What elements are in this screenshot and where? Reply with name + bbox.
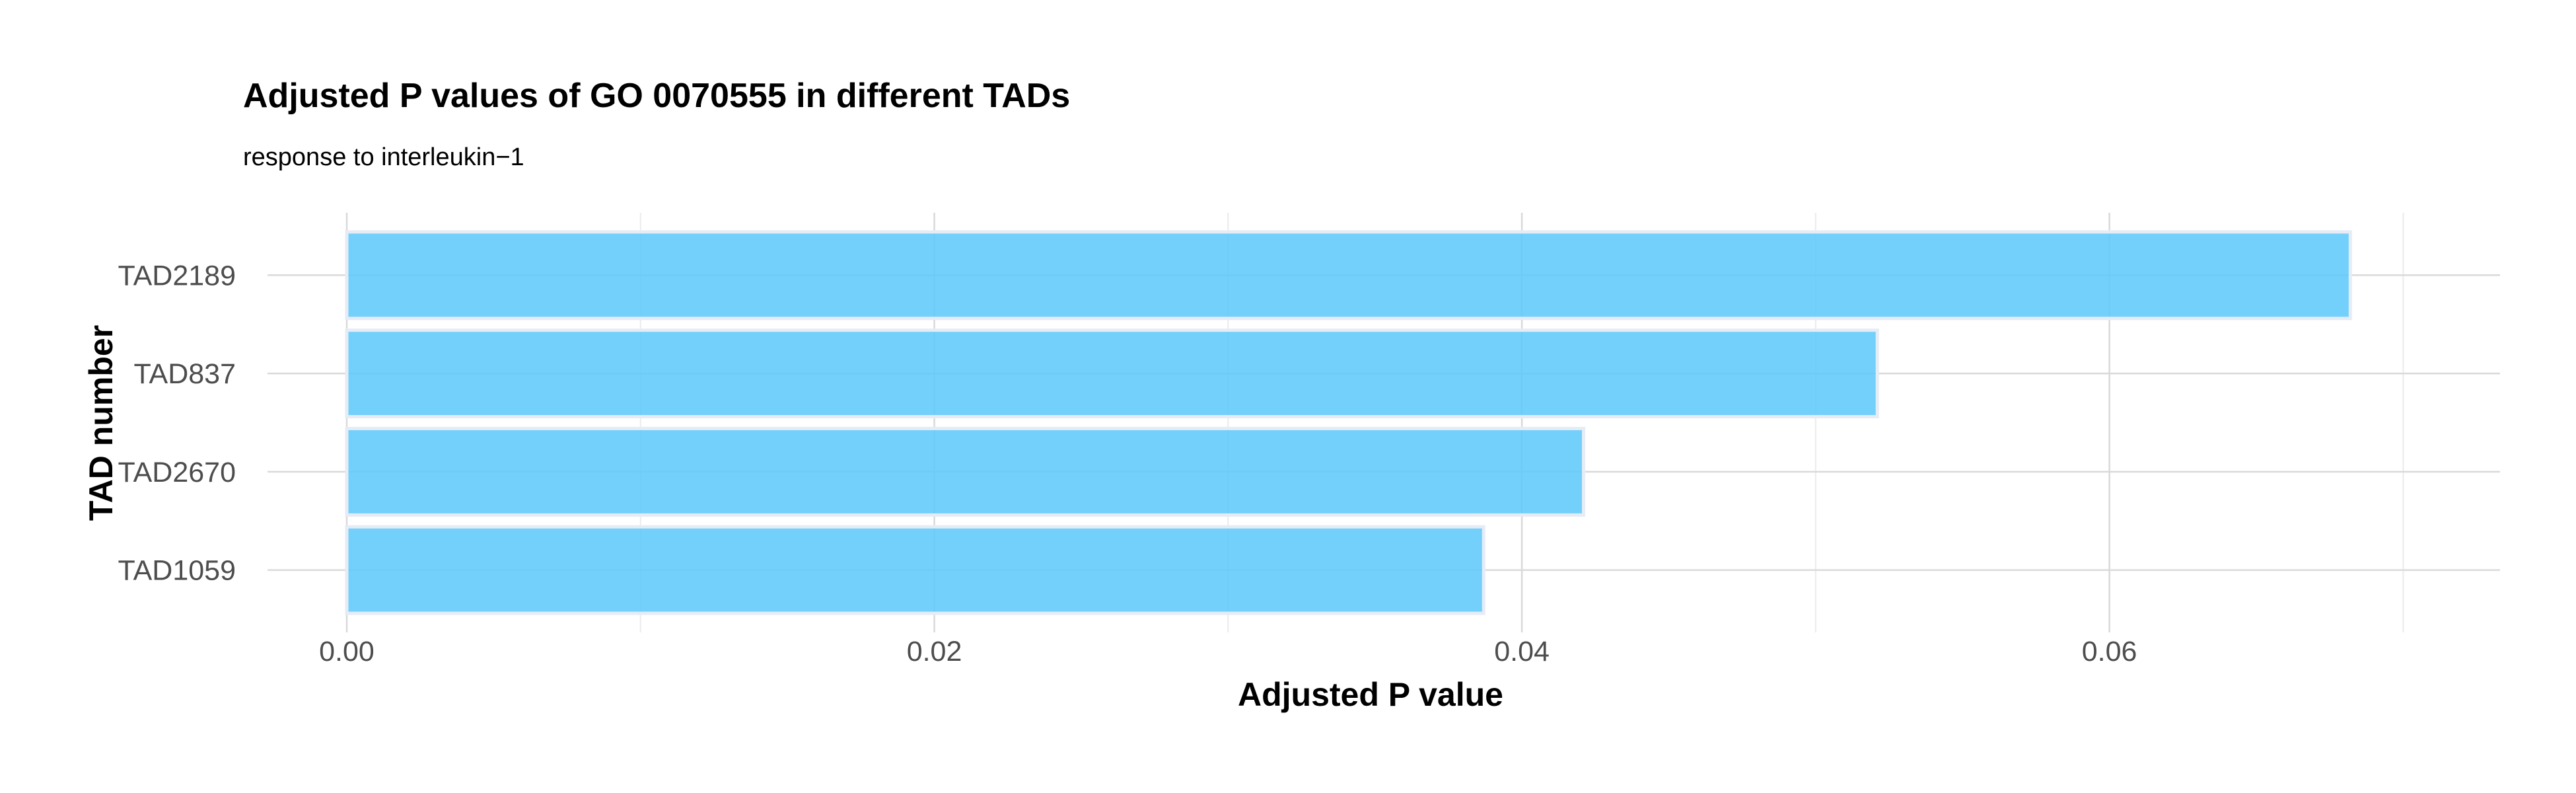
x-tick-label: 0.02 bbox=[907, 636, 962, 667]
chart-subtitle: response to interleukin−1 bbox=[243, 143, 524, 171]
x-tick-label: 0.00 bbox=[319, 636, 375, 667]
y-tick-label: TAD1059 bbox=[118, 555, 236, 587]
bar-tad2189 bbox=[345, 230, 2352, 321]
x-tick-labels: 0.00 0.02 0.04 0.06 bbox=[319, 636, 2137, 667]
y-tick-label: TAD2670 bbox=[118, 457, 236, 488]
y-tick-label: TAD837 bbox=[133, 358, 236, 390]
bars-group bbox=[345, 230, 2352, 615]
chart-title: Adjusted P values of GO 0070555 in diffe… bbox=[243, 77, 1070, 115]
bar-tad837 bbox=[345, 328, 1879, 419]
x-axis-title: Adjusted P value bbox=[1238, 676, 1503, 713]
x-tick-label: 0.04 bbox=[1494, 636, 1550, 667]
y-tick-label: TAD2189 bbox=[118, 260, 236, 291]
bar-tad2670 bbox=[345, 426, 1585, 517]
bar-tad1059 bbox=[345, 525, 1485, 615]
y-tick-labels: TAD2189 TAD837 TAD2670 TAD1059 bbox=[118, 260, 236, 586]
y-axis-title: TAD number bbox=[83, 325, 120, 521]
x-tick-label: 0.06 bbox=[2082, 636, 2137, 667]
